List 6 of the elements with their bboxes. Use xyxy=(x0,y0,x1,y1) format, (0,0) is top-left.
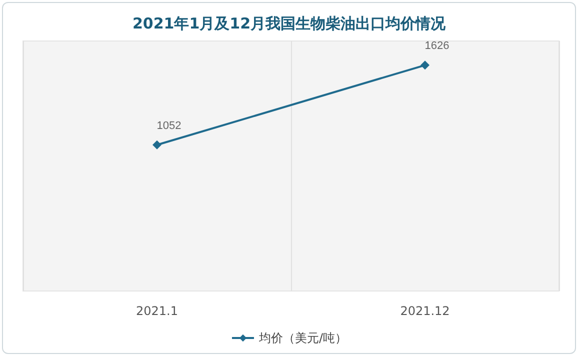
x-tick-label: 2021.1 xyxy=(136,304,178,318)
x-tick-label: 2021.12 xyxy=(400,304,450,318)
chart-title: 2021年1月及12月我国生物柴油出口均价情况 xyxy=(132,14,447,32)
data-label: 1052 xyxy=(156,120,182,132)
legend-label: 均价（美元/吨） xyxy=(258,331,348,345)
data-label: 1626 xyxy=(424,40,450,52)
